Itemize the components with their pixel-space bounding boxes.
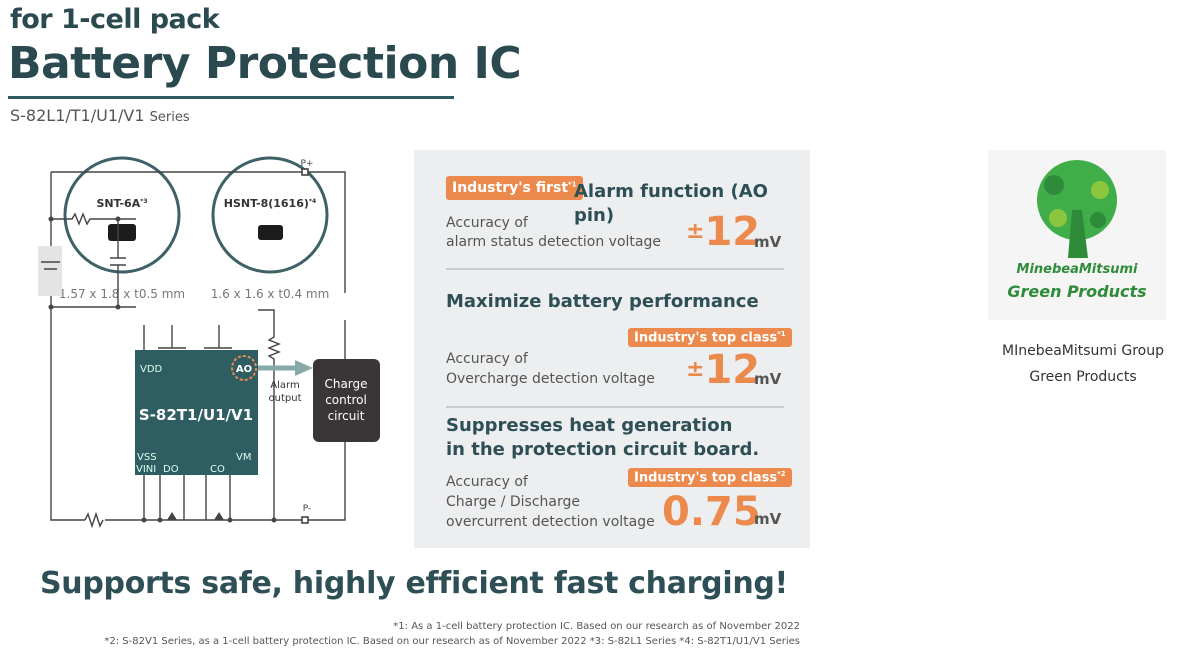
divider — [446, 268, 784, 270]
subtitle: for 1-cell pack — [10, 4, 220, 35]
badge-note: *2 — [777, 470, 786, 478]
badge-industry-first: Industry's first*1 — [446, 176, 583, 200]
value-number: 12 — [704, 347, 761, 393]
logo-text: Green Products — [1007, 282, 1147, 301]
p-minus-label: P- — [303, 504, 311, 514]
feature-desc: alarm status detection voltage — [446, 234, 661, 250]
chip-image — [258, 225, 283, 240]
pin-vini: VINI — [136, 464, 156, 475]
feature-heading: Alarm function (AO pin) — [574, 181, 768, 226]
package-name: HSNT-8(1616) — [224, 197, 309, 210]
feature-unit: mV — [754, 370, 782, 388]
circuit-nodes — [48, 216, 277, 523]
ao-highlight — [231, 355, 257, 381]
pin-vdd: VDD — [140, 364, 163, 375]
feature-heading: Maximize battery performance — [446, 291, 759, 312]
charge-control-block — [313, 359, 380, 442]
badge-note: *1 — [777, 330, 786, 338]
package-dims: 1.6 x 1.6 x t0.4 mm — [211, 287, 330, 301]
series-code: S-82L1/T1/U1/V1 — [10, 106, 145, 125]
ccc-label: Charge — [324, 377, 367, 391]
feature-heading: Suppresses heat generation — [446, 415, 733, 436]
package-dims: 1.57 x 1.8 x t0.5 mm — [59, 287, 185, 301]
pin-vm: VM — [236, 452, 251, 463]
badge-text: Industry's top class — [634, 330, 778, 346]
package-snt-6a: SNT-6A*3 1.57 x 1.8 x t0.5 mm — [59, 156, 185, 301]
feature-desc: Charge / Discharge — [446, 494, 580, 510]
product-diagram: SNT-6A*3 1.57 x 1.8 x t0.5 mm HSNT-8(161… — [38, 156, 380, 529]
circuit-schematic — [38, 168, 346, 529]
footnote: *1: As a 1-cell battery protection IC. B… — [393, 621, 800, 632]
plus-minus: ± — [686, 357, 705, 382]
feature-desc: Accuracy of — [446, 215, 528, 231]
feature-value: 0.75 — [662, 489, 761, 535]
ic-name: S-82T1/U1/V1 — [139, 406, 253, 424]
badge-top-class: Industry's top class*2 — [628, 468, 792, 488]
green-products-logo: MinebeaMitsumi Green Products — [988, 150, 1166, 320]
logo-text: MinebeaMitsumi — [1016, 262, 1138, 277]
badge-text: Industry's first — [452, 180, 569, 196]
ic-block — [135, 350, 258, 475]
plus-minus: ± — [686, 219, 705, 244]
package-name: SNT-6A — [96, 197, 140, 210]
logo-caption: MInebeaMitsumi Group — [1002, 343, 1164, 359]
badge-top-class: Industry's top class*1 — [628, 328, 792, 348]
chip-image — [108, 224, 136, 241]
logo-caption: Green Products — [1029, 369, 1137, 385]
badge-note: *1 — [568, 180, 577, 189]
feature-desc: overcurrent detection voltage — [446, 514, 655, 530]
feature-desc: Overcharge detection voltage — [446, 371, 655, 387]
series-label: S-82L1/T1/U1/V1 Series — [10, 106, 190, 125]
value-number: 12 — [704, 209, 761, 255]
feature-unit: mV — [754, 233, 782, 251]
svg-text:SNT-6A*3: SNT-6A*3 — [96, 197, 147, 210]
feature-value: ±12 — [686, 350, 760, 390]
footnote: *2: S-82V1 Series, as a 1-cell battery p… — [104, 636, 800, 647]
page-title: Battery Protection IC — [8, 38, 522, 89]
package-hsnt-8: HSNT-8(1616)*4 1.6 x 1.6 x t0.4 mm — [211, 156, 330, 301]
arrow-head-icon — [295, 360, 313, 376]
svg-text:HSNT-8(1616)*4: HSNT-8(1616)*4 — [224, 197, 316, 210]
badge-text: Industry's top class — [634, 470, 778, 486]
headline: Supports safe, highly efficient fast cha… — [40, 566, 788, 601]
tree-icon — [1037, 160, 1117, 258]
series-word: Series — [149, 110, 190, 125]
feature-desc: Accuracy of — [446, 351, 528, 367]
pin-co: CO — [210, 464, 225, 475]
divider — [446, 406, 784, 408]
feature-value: ±12 — [686, 212, 760, 252]
ccc-label: control — [325, 393, 367, 407]
feature-unit: mV — [754, 510, 782, 528]
ccc-label: circuit — [328, 409, 365, 423]
feature-desc: Accuracy of — [446, 474, 528, 490]
pin-do: DO — [163, 464, 179, 475]
alarm-label: Alarm — [270, 380, 299, 391]
pin-vss: VSS — [137, 452, 157, 463]
pin-ao: AO — [236, 364, 252, 375]
feature-panel: Industry's first*1 Alarm function (AO pi… — [414, 150, 810, 548]
title-underline — [8, 96, 454, 99]
p-plus-label: P+ — [301, 159, 314, 169]
feature-heading: in the protection circuit board. — [446, 439, 760, 460]
alarm-label: output — [269, 393, 302, 404]
